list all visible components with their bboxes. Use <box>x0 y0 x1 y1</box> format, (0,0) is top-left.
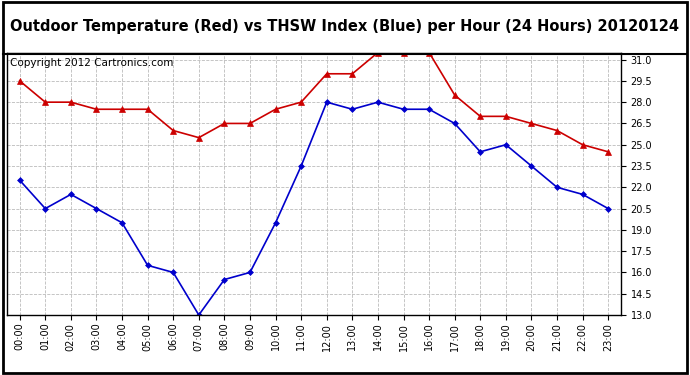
Text: Outdoor Temperature (Red) vs THSW Index (Blue) per Hour (24 Hours) 20120124: Outdoor Temperature (Red) vs THSW Index … <box>10 19 680 34</box>
Text: Copyright 2012 Cartronics.com: Copyright 2012 Cartronics.com <box>10 58 173 68</box>
